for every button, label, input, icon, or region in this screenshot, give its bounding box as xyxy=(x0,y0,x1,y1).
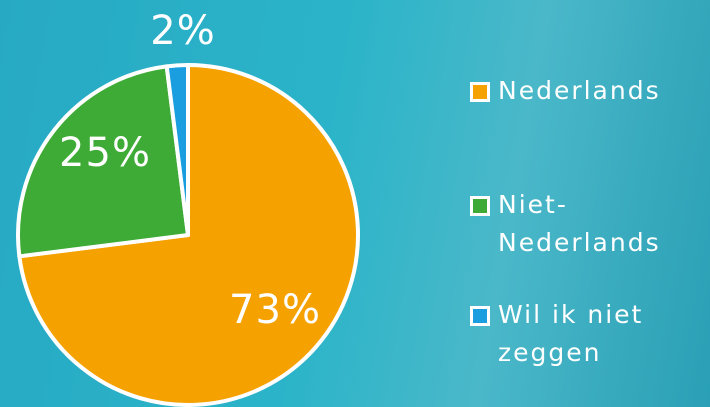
legend-item: Nederlands xyxy=(470,72,705,110)
value-label: 25% xyxy=(59,130,151,176)
legend-item: Niet-Nederlands xyxy=(470,186,705,262)
pie-slice xyxy=(16,64,190,259)
value-label: 2% xyxy=(150,8,215,54)
legend-label: Niet-Nederlands xyxy=(498,190,661,257)
legend-swatch xyxy=(470,82,490,102)
value-label: 73% xyxy=(229,287,321,333)
legend-label: Wil ik niet zeggen xyxy=(498,300,644,367)
pie-slice xyxy=(164,63,190,237)
legend-swatch xyxy=(470,196,490,216)
legend-item: Wil ik niet zeggen xyxy=(470,296,705,372)
legend-swatch xyxy=(470,306,490,326)
legend-label: Nederlands xyxy=(498,76,661,105)
